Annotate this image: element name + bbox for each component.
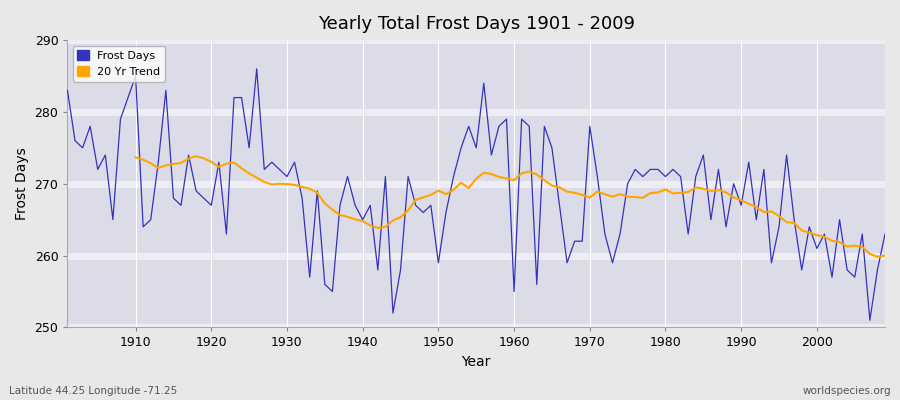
Text: worldspecies.org: worldspecies.org xyxy=(803,386,891,396)
X-axis label: Year: Year xyxy=(462,355,490,369)
Text: Latitude 44.25 Longitude -71.25: Latitude 44.25 Longitude -71.25 xyxy=(9,386,177,396)
Title: Yearly Total Frost Days 1901 - 2009: Yearly Total Frost Days 1901 - 2009 xyxy=(318,15,634,33)
Legend: Frost Days, 20 Yr Trend: Frost Days, 20 Yr Trend xyxy=(73,46,165,82)
Y-axis label: Frost Days: Frost Days xyxy=(15,147,29,220)
